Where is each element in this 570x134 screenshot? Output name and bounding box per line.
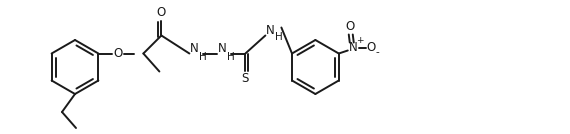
Text: N: N bbox=[218, 42, 227, 55]
Text: H: H bbox=[275, 33, 282, 42]
Text: S: S bbox=[242, 72, 249, 85]
Text: O: O bbox=[366, 41, 376, 54]
Text: -: - bbox=[376, 47, 380, 57]
Text: +: + bbox=[356, 36, 364, 45]
Text: N: N bbox=[190, 42, 199, 55]
Text: H: H bbox=[226, 53, 234, 62]
Text: N: N bbox=[266, 24, 275, 37]
Text: N: N bbox=[348, 41, 357, 54]
Text: O: O bbox=[345, 20, 355, 33]
Text: O: O bbox=[114, 47, 123, 60]
Text: O: O bbox=[157, 6, 166, 19]
Text: H: H bbox=[198, 53, 206, 62]
